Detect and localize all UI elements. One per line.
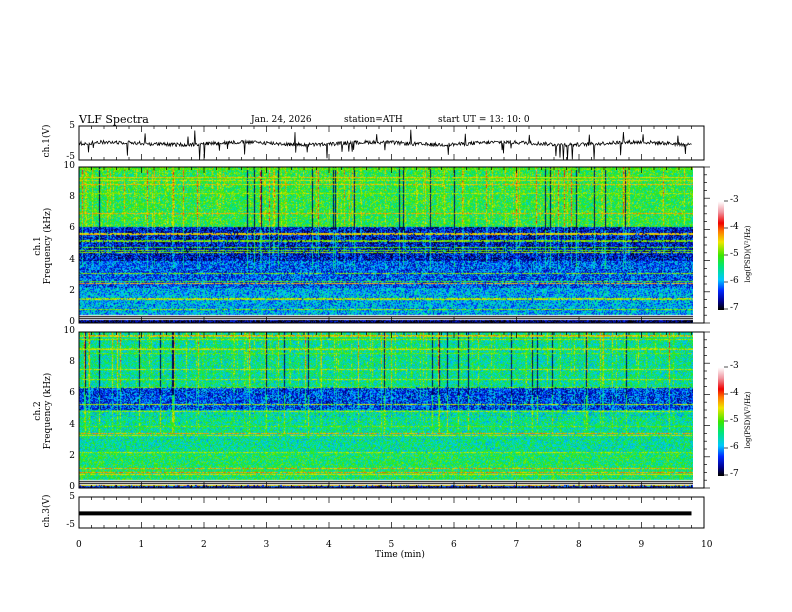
ch1-colorbar-label: log(PSD)(V²/Hz) bbox=[744, 225, 752, 283]
x-tick-label: 9 bbox=[638, 540, 645, 550]
x-tick-label: 1 bbox=[138, 540, 145, 550]
start-time-label: start UT = 13: 10: 0 bbox=[438, 115, 530, 125]
ch2-spec-panel-colorbar-tick-label: -6 bbox=[730, 442, 739, 452]
x-tick-label: 10 bbox=[701, 540, 713, 550]
ch2-spec-panel-ytick-label: 10 bbox=[63, 326, 75, 336]
ch2-spec-panel-ytick-label: 8 bbox=[69, 357, 75, 368]
ch2-spec-panel-ytick-label: 0 bbox=[69, 482, 75, 492]
ch2-spectrogram bbox=[79, 332, 693, 488]
x-axis-label: Time (min) bbox=[375, 550, 425, 560]
ch1-panel-trace bbox=[78, 129, 692, 160]
ch2-colorbar-label: log(PSD)(V²/Hz) bbox=[744, 391, 752, 449]
ch2-spec-ylabel: ch.2 Frequency (kHz) bbox=[33, 366, 53, 456]
ch1-spec-panel-ytick-label: 0 bbox=[69, 317, 75, 327]
x-tick-label: 6 bbox=[451, 540, 457, 550]
ch1-spec-panel-ytick-label: 8 bbox=[69, 192, 75, 203]
ch2-spec-panel-colorbar-tick-label: -5 bbox=[730, 415, 739, 425]
ch1-spec-panel-colorbar-tick-label: -5 bbox=[730, 249, 739, 259]
x-tick-label: 4 bbox=[326, 540, 332, 550]
ch1-spec-panel-colorbar-tick-label: -3 bbox=[730, 195, 739, 205]
ch1-spec-panel-ytick-label: 2 bbox=[69, 285, 75, 296]
ch1-spec-panel-frame bbox=[78, 166, 705, 324]
ch1-spec-ylabel: ch.1 Frequency (kHz) bbox=[33, 201, 53, 291]
ch3-ylabel: ch.3(V) bbox=[42, 494, 52, 528]
ch1-spectrogram bbox=[79, 167, 693, 323]
ch3-panel-ytick-label: 5 bbox=[69, 492, 75, 502]
x-tick-label: 0 bbox=[76, 540, 82, 550]
ch1-spec-panel-ytick-label: 10 bbox=[63, 161, 75, 171]
x-tick-label: 8 bbox=[576, 540, 582, 550]
ch2-spec-panel-ytick-label: 6 bbox=[69, 388, 75, 399]
ch2-spec-panel-ytick-label: 2 bbox=[69, 450, 75, 461]
ch1-spec-ylabel-line2: Frequency (kHz) bbox=[43, 207, 53, 285]
ch1-spec-panel-ytick-label: 6 bbox=[69, 223, 75, 234]
ch2-spec-panel-colorbar-tick-label: -7 bbox=[730, 469, 739, 479]
ch2-spec-panel-ytick-label: 4 bbox=[69, 419, 75, 430]
ch3-panel-ytick-label: -5 bbox=[66, 520, 75, 530]
x-tick-label: 3 bbox=[263, 540, 270, 550]
ch1-panel-ytick-label: 5 bbox=[69, 121, 75, 131]
ch1-colorbar bbox=[718, 201, 724, 310]
x-tick-label: 5 bbox=[388, 540, 395, 550]
ch2-spec-panel-colorbar-tick-label: -4 bbox=[730, 388, 739, 398]
ch1-ylabel: ch.1(V) bbox=[42, 124, 52, 158]
date-label: Jan. 24, 2026 bbox=[251, 115, 312, 125]
ch2-spec-panel-colorbar-tick-label: -3 bbox=[730, 361, 739, 371]
station-label: station=ATH bbox=[344, 115, 403, 125]
ch1-spec-ylabel-line1: ch.1 bbox=[33, 236, 43, 256]
ch2-colorbar bbox=[718, 367, 724, 476]
figure-title: VLF Spectra bbox=[79, 113, 149, 126]
ch2-spec-ylabel-line2: Frequency (kHz) bbox=[43, 372, 53, 450]
ch2-spec-ylabel-line1: ch.2 bbox=[33, 401, 43, 421]
ch1-panel-ytick-label: -5 bbox=[66, 152, 75, 162]
ch1-spec-panel-colorbar-tick-label: -4 bbox=[730, 222, 739, 232]
ch2-spec-panel-frame bbox=[78, 331, 705, 489]
ch1-spec-panel-colorbar-tick-label: -7 bbox=[730, 303, 739, 313]
ch1-spec-panel-ytick-label: 4 bbox=[69, 254, 75, 265]
x-tick-label: 2 bbox=[201, 540, 207, 550]
ch1-spec-panel-colorbar-tick-label: -6 bbox=[730, 276, 739, 286]
x-tick-label: 7 bbox=[513, 540, 520, 550]
